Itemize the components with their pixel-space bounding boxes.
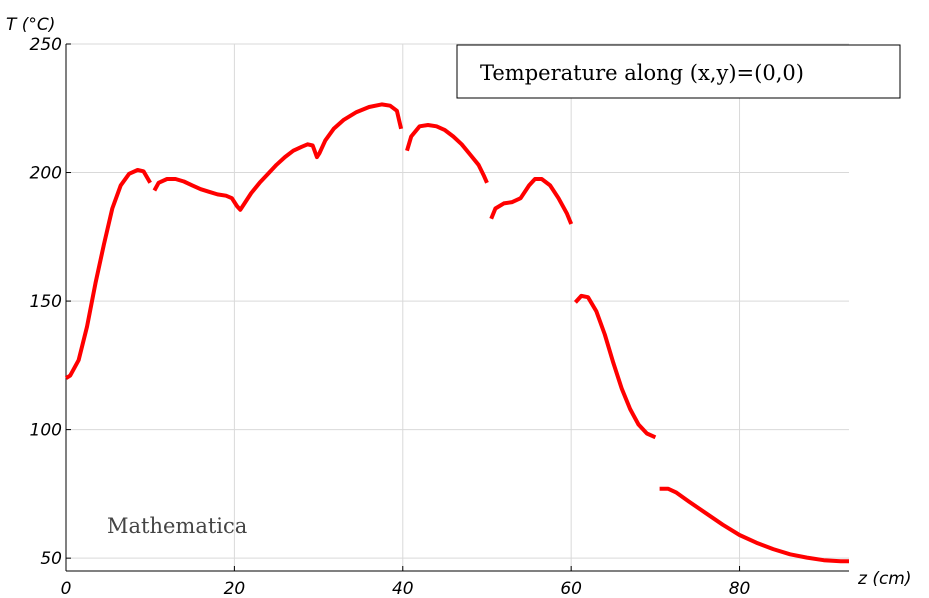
x-tick-label: 80 <box>729 579 751 598</box>
series-line-segment <box>64 168 152 380</box>
x-tick-label: 0 <box>61 579 72 598</box>
series-line-segment <box>152 102 404 212</box>
y-tick-label: 50 <box>40 549 62 569</box>
legend: Temperature along (x,y)=(0,0) <box>456 44 901 99</box>
x-tick-label: 40 <box>392 579 414 598</box>
watermark-text: Mathematica <box>107 514 247 538</box>
y-axis-label: T (°C) <box>6 15 55 35</box>
x-tick-label: 60 <box>560 579 582 598</box>
tick-labels: 0 20 40 60 80 50 100 150 200 250 <box>30 35 751 598</box>
y-tick-label: 250 <box>30 35 62 55</box>
legend-box <box>456 44 901 99</box>
y-tick-label: 150 <box>30 292 62 312</box>
legend-entry: Temperature along (x,y)=(0,0) <box>480 61 804 85</box>
x-axis-label: z (cm) <box>857 569 912 589</box>
series-temperature <box>64 102 849 564</box>
x-tick-label: 20 <box>224 579 246 598</box>
grid-lines <box>66 43 849 571</box>
series-line-segment <box>573 293 657 440</box>
series-line-segment <box>659 486 849 564</box>
series-line-segment <box>405 123 489 184</box>
axes <box>65 43 849 572</box>
series-line-segment <box>489 177 574 225</box>
y-tick-label: 100 <box>30 421 62 441</box>
y-tick-label: 200 <box>30 164 62 184</box>
